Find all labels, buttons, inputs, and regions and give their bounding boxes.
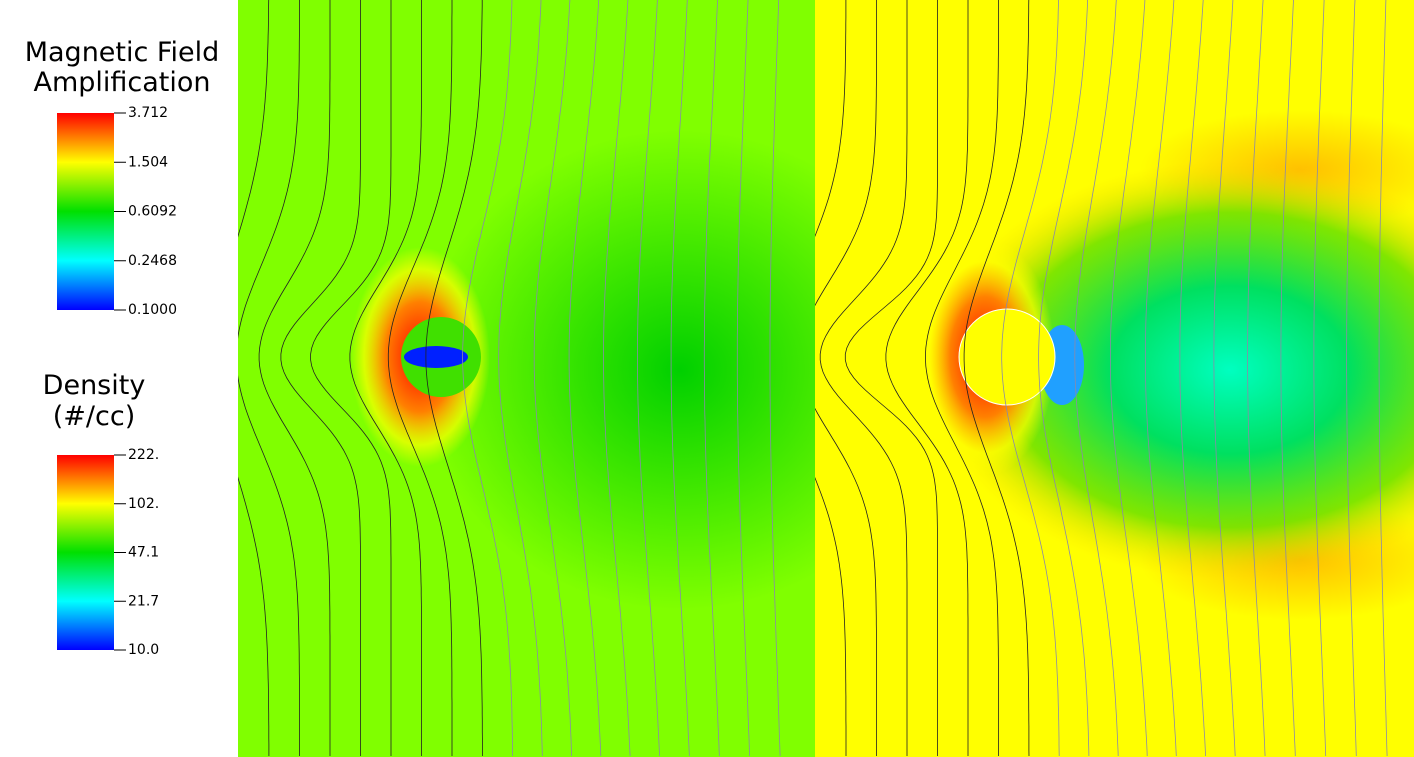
field-line — [844, 0, 938, 756]
field-line — [1213, 0, 1236, 757]
tick-label: 102. — [128, 496, 159, 512]
field-line — [815, 0, 847, 756]
legend-magnetic: Magnetic Field Amplification 3.712 1.504 0… — [25, 37, 220, 318]
field-line — [1247, 0, 1266, 757]
field-line — [1038, 0, 1090, 757]
left-panel — [238, 0, 815, 757]
field-line — [568, 0, 602, 757]
field-line — [925, 0, 999, 756]
field-line — [462, 0, 513, 757]
tick-label: 0.6092 — [128, 204, 177, 220]
colorbar — [57, 113, 114, 310]
field-line — [963, 0, 1030, 757]
legend-title: Amplification — [33, 67, 210, 98]
tick-label: 0.1000 — [128, 302, 177, 318]
field-line — [670, 0, 690, 757]
field-line — [425, 0, 483, 756]
legend-title: (#/cc) — [53, 401, 135, 432]
tick-label: 222. — [128, 447, 159, 463]
tick-label: 0.2468 — [128, 253, 177, 269]
field-line — [1346, 0, 1357, 757]
legend-title: Density — [43, 370, 146, 401]
tick-label: 10.0 — [128, 642, 159, 658]
field-line — [258, 0, 331, 756]
field-line — [238, 0, 300, 756]
field-line — [1313, 0, 1327, 757]
field-line — [769, 0, 781, 757]
field-line — [238, 0, 270, 756]
field-line — [1145, 0, 1177, 757]
field-line — [736, 0, 750, 757]
legend-panel — [0, 0, 238, 757]
legend-density: Density (#/cc) 222. 102. 47.1 21.7 10.0 — [43, 370, 160, 658]
field-line — [533, 0, 572, 757]
field-line — [603, 0, 631, 757]
legend-title: Magnetic Field — [25, 37, 220, 68]
field-line — [1074, 0, 1119, 757]
field-line — [280, 0, 361, 756]
right-panel — [815, 0, 1414, 757]
tick-label: 3.712 — [128, 105, 168, 121]
field-line — [1378, 0, 1388, 757]
tick-label: 21.7 — [128, 593, 159, 609]
field-line — [815, 0, 877, 756]
field-line — [1179, 0, 1206, 757]
field-line — [1001, 0, 1060, 757]
field-line — [703, 0, 720, 757]
field-line — [498, 0, 543, 757]
field-line — [1280, 0, 1296, 757]
colorbar — [57, 455, 114, 650]
field-line — [819, 0, 908, 756]
tick-label: 47.1 — [128, 545, 159, 561]
field-line — [885, 0, 969, 756]
field-line — [387, 0, 453, 756]
field-line — [1110, 0, 1148, 757]
field-line — [349, 0, 422, 756]
tick-label: 1.504 — [128, 154, 168, 170]
field-line — [310, 0, 392, 756]
field-line — [637, 0, 660, 757]
